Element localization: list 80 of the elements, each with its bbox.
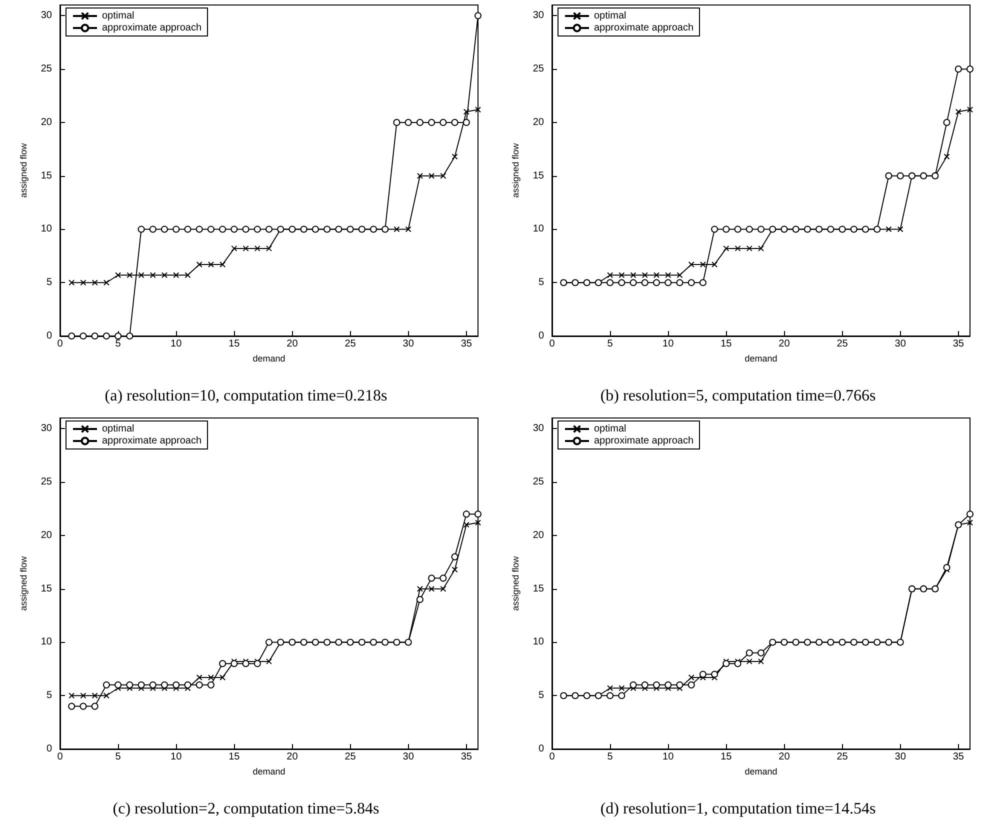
x-axis-title: demand: [252, 353, 286, 364]
x-tick-label: 25: [344, 338, 356, 350]
x-tick-label: 10: [662, 752, 674, 762]
legend-label: optimal: [594, 10, 626, 22]
x-tick-label: 30: [402, 338, 414, 350]
x-tick-label: 30: [894, 338, 906, 350]
x-tick-label: 5: [115, 752, 122, 762]
x-tick-label: 25: [344, 752, 356, 762]
x-tick-label: 35: [952, 752, 964, 762]
y-tick-label: 20: [532, 116, 544, 128]
y-tick-label: 10: [532, 636, 544, 648]
legend-label: optimal: [102, 10, 134, 22]
x-axis-title: demand: [252, 766, 286, 776]
y-axis-title: assigned flow: [18, 556, 28, 611]
text: (a) resolution=10, computation time=0.218s: [104, 388, 388, 404]
y-tick-label: 10: [40, 636, 52, 648]
x-tick-label: 5: [607, 752, 614, 762]
y-tick-label: 20: [40, 116, 52, 128]
x-tick-label: 35: [460, 338, 472, 350]
x-tick-label: 35: [460, 752, 472, 762]
y-axis-title: assigned flow: [18, 142, 28, 198]
x-tick-label: 30: [894, 752, 906, 762]
y-tick-label: 20: [40, 530, 52, 541]
x-tick-label: 0: [57, 752, 64, 762]
y-tick-label: 10: [532, 224, 544, 235]
legend-label: approximate approach: [594, 436, 694, 446]
legend-label: approximate approach: [102, 436, 202, 446]
x-tick-label: 20: [778, 338, 790, 350]
y-tick-label: 30: [40, 10, 52, 22]
y-tick-label: 20: [532, 530, 544, 541]
text: (c) resolution=2, computation time=5.84s: [112, 800, 380, 818]
x-tick-label: 20: [778, 752, 790, 762]
y-tick-label: 5: [46, 277, 52, 288]
y-tick-label: 25: [40, 64, 52, 75]
x-tick-label: 5: [115, 338, 122, 350]
x-tick-label: 15: [720, 752, 732, 762]
x-tick-label: 20: [286, 752, 298, 762]
x-tick-label: 10: [170, 752, 182, 762]
y-tick-label: 30: [40, 423, 52, 434]
y-tick-label: 10: [40, 224, 52, 235]
legend-label: approximate approach: [102, 22, 202, 34]
y-tick-label: 30: [532, 423, 544, 434]
text: (b) resolution=5, computation time=0.766s: [600, 388, 876, 404]
x-tick-label: 30: [402, 752, 414, 762]
y-axis-title: assigned flow: [510, 142, 520, 198]
x-tick-label: 25: [836, 752, 848, 762]
y-tick-label: 0: [46, 330, 52, 342]
x-tick-label: 10: [170, 338, 182, 350]
y-tick-label: 25: [40, 476, 52, 488]
y-tick-label: 0: [538, 744, 544, 754]
x-tick-label: 15: [720, 338, 732, 350]
x-tick-label: 35: [952, 338, 964, 350]
x-tick-label: 0: [549, 752, 556, 762]
y-tick-label: 15: [532, 583, 544, 594]
x-tick-label: 15: [228, 338, 240, 350]
y-tick-label: 0: [46, 744, 52, 754]
y-tick-label: 30: [532, 10, 544, 22]
y-tick-label: 0: [538, 330, 544, 342]
legend-label: optimal: [594, 424, 626, 434]
legend-label: approximate approach: [594, 22, 694, 34]
x-tick-label: 20: [286, 338, 298, 350]
text: (d) resolution=1, computation time=14.54s: [600, 800, 876, 818]
y-tick-label: 15: [532, 170, 544, 182]
y-tick-label: 25: [532, 476, 544, 488]
x-tick-label: 0: [549, 338, 556, 350]
y-tick-label: 15: [40, 170, 52, 182]
y-tick-label: 5: [538, 690, 544, 702]
x-tick-label: 5: [607, 338, 614, 350]
x-axis-title: demand: [744, 766, 778, 776]
y-tick-label: 5: [538, 277, 544, 288]
x-tick-label: 10: [662, 338, 674, 350]
x-axis-title: demand: [744, 353, 778, 364]
x-tick-label: 25: [836, 338, 848, 350]
x-tick-label: 0: [57, 338, 64, 350]
x-tick-label: 15: [228, 752, 240, 762]
legend-label: optimal: [102, 424, 134, 434]
y-axis-title: assigned flow: [510, 556, 520, 611]
y-tick-label: 15: [40, 583, 52, 594]
y-tick-label: 25: [532, 64, 544, 75]
y-tick-label: 5: [46, 690, 52, 702]
